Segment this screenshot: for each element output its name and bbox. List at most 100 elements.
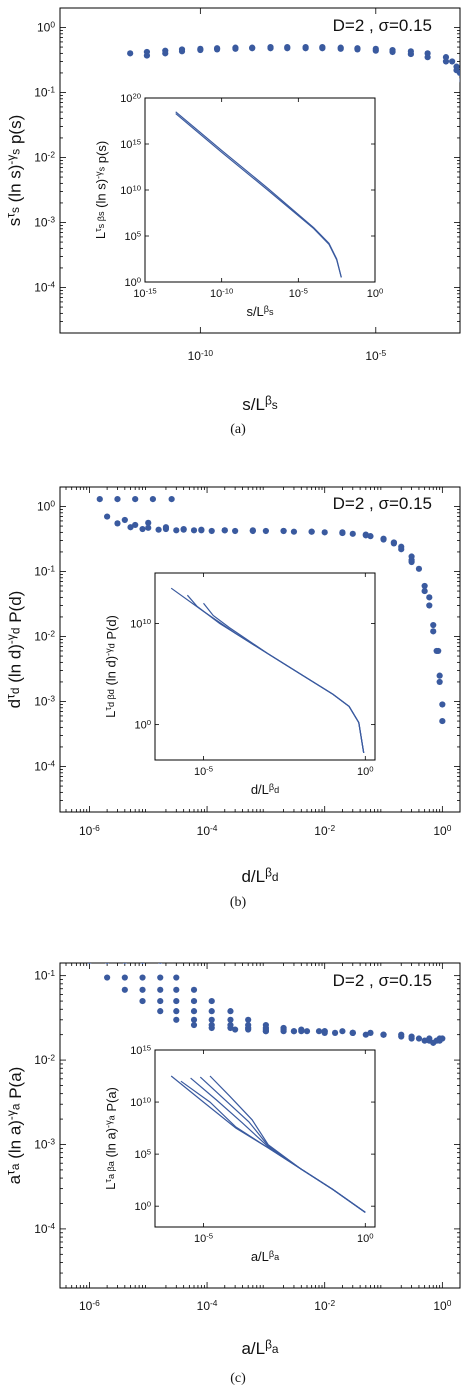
chart_data.2.xticks.1.label: 10-4​ xyxy=(197,1298,218,1313)
data-point xyxy=(421,582,428,590)
data-point xyxy=(198,526,205,533)
data-points xyxy=(87,963,446,1046)
data-point xyxy=(337,45,344,52)
data-point xyxy=(436,678,443,686)
chart_data.2.inset.yticks.3.label: 1015​ xyxy=(130,1044,151,1057)
data-point xyxy=(262,1021,269,1029)
chart_data.0.xticks.1.label: 10-5​ xyxy=(365,348,386,363)
data-point xyxy=(114,495,121,503)
data-point xyxy=(157,997,164,1005)
data-point xyxy=(208,1008,215,1015)
chart-panel-c: 10-6​ 10-4​ 10-2​ 100​ 10-1​ 10-2​ 10-3​ 10-4​ D… xyxy=(4,962,461,1386)
data-point xyxy=(439,1035,446,1042)
chart_data.2.xticks.0.label: 10-6​ xyxy=(79,1298,100,1313)
chart_data.0.xlabel: s/Lβs​ xyxy=(242,394,278,414)
data-point xyxy=(389,48,396,56)
data-point xyxy=(442,54,450,61)
data-point xyxy=(407,50,414,58)
panel-caption: (b) xyxy=(230,895,247,910)
data-point xyxy=(321,1028,328,1035)
data-point xyxy=(104,974,111,981)
data-point xyxy=(190,986,198,993)
data-point xyxy=(132,495,139,503)
data-point xyxy=(380,1031,387,1038)
data-point xyxy=(467,96,473,102)
data-point xyxy=(139,525,146,533)
chart_data.2.inset.xticks.0.label: 10-5​ xyxy=(194,1232,213,1245)
data-point xyxy=(362,531,369,538)
chart_data.1.xticks.2.label: 10-2​ xyxy=(314,823,335,838)
data-point xyxy=(173,997,180,1005)
data-point xyxy=(453,67,460,74)
chart_data.2.inset.xticks.1.label: 100​ xyxy=(357,1232,374,1245)
chart_data.2.yticks.3.label: 10-4​ xyxy=(34,1221,55,1236)
chart_data.0.inset.yticks.3.label: 1015​ xyxy=(120,138,141,151)
panel-caption: (a) xyxy=(230,422,246,437)
chart_data.1.yticks.3.label: 10-3​ xyxy=(34,694,55,709)
inset-series-line xyxy=(186,594,365,753)
chart_data.0.yticks.4.label: 10-4​ xyxy=(34,280,55,295)
data-point xyxy=(421,587,428,595)
data-point xyxy=(178,48,186,55)
plot-frame xyxy=(59,7,461,334)
data-point xyxy=(380,536,387,543)
data-point xyxy=(232,45,239,52)
data-point xyxy=(127,524,134,531)
data-point xyxy=(426,602,433,609)
data-point xyxy=(430,621,437,629)
data-point xyxy=(232,1026,239,1033)
chart_data.1.yticks.2.label: 10-2​ xyxy=(34,629,55,644)
inset-frame xyxy=(154,572,376,761)
data-point xyxy=(284,45,291,52)
data-point xyxy=(158,963,163,964)
data-point xyxy=(173,986,180,993)
inset-chart: 10-5​ 100​ 100​ 105​ 1010​ 1015​ a/Lβa​ Lτa βa​… xyxy=(103,1044,376,1264)
chart_data.0.inset.xticks.2.label: 10-5​ xyxy=(289,287,308,300)
data-point xyxy=(190,527,198,534)
data-point xyxy=(298,1026,305,1033)
data-point xyxy=(221,527,228,534)
data-point xyxy=(122,963,128,964)
chart_data.2.inset.yticks.0.label: 100​ xyxy=(134,1200,151,1213)
data-point xyxy=(408,556,415,564)
annotation-label: D=2 , σ=0.15 xyxy=(333,971,432,990)
data-point xyxy=(149,495,156,503)
chart_data.1.yticks.1.label: 10-1​ xyxy=(34,564,55,579)
data-point xyxy=(415,1035,423,1042)
data-points xyxy=(127,43,473,102)
data-point xyxy=(132,521,139,529)
chart_data.1.inset.yticks.1.label: 1010​ xyxy=(130,617,151,630)
data-point xyxy=(155,526,162,533)
data-point xyxy=(104,963,110,964)
chart_data.0.inset.xlabel: s/Lβs​ xyxy=(246,304,274,319)
data-point xyxy=(227,1016,234,1023)
chart_data.2.inset.yticks.2.label: 1010​ xyxy=(130,1096,151,1109)
chart_data.2.yticks.2.label: 10-3​ xyxy=(34,1137,55,1152)
inset-frame xyxy=(154,1049,376,1228)
data-point xyxy=(426,594,433,601)
chart_data.0.inset.yticks.0.label: 100​ xyxy=(124,276,141,289)
data-point xyxy=(232,527,239,535)
data-point xyxy=(114,520,121,527)
data-point xyxy=(208,1021,215,1029)
data-point xyxy=(173,1008,180,1015)
data-point xyxy=(208,1016,215,1023)
chart_data.0.yticks.3.label: 10-3​ xyxy=(34,215,55,230)
data-point xyxy=(426,1035,433,1042)
data-point xyxy=(249,527,256,534)
chart_data.0.inset.yticks.4.label: 1020​ xyxy=(120,92,141,105)
data-points xyxy=(96,495,446,725)
data-point xyxy=(208,527,215,535)
data-point xyxy=(227,1008,234,1015)
data-point xyxy=(442,58,450,65)
chart_data.1.inset.xlabel: d/Lβd​ xyxy=(251,782,279,797)
data-point xyxy=(415,565,423,572)
inset-series-line xyxy=(203,602,365,753)
chart_data.2.inset.ylabel: Lτa βa​ (ln a)-γa​ P(a) xyxy=(103,1087,119,1190)
inset-series-line xyxy=(175,113,342,278)
data-point xyxy=(143,52,151,59)
data-point xyxy=(121,516,128,524)
inset-series-line xyxy=(190,1077,366,1213)
data-point xyxy=(173,974,180,981)
data-point xyxy=(398,1031,405,1038)
